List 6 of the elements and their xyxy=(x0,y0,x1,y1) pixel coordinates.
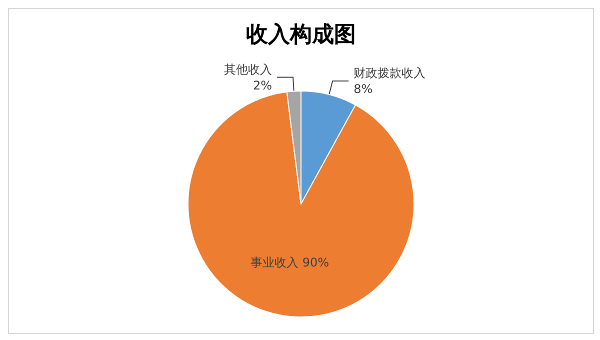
chart-title: 收入构成图 xyxy=(246,22,356,48)
slice-label: 其他收入 xyxy=(224,62,272,76)
slice-label: 财政拨款收入 xyxy=(354,66,426,80)
data-label: 8% xyxy=(354,82,373,96)
slice-label: 事业收入 90% xyxy=(250,255,330,270)
data-label: 2% xyxy=(252,78,272,92)
